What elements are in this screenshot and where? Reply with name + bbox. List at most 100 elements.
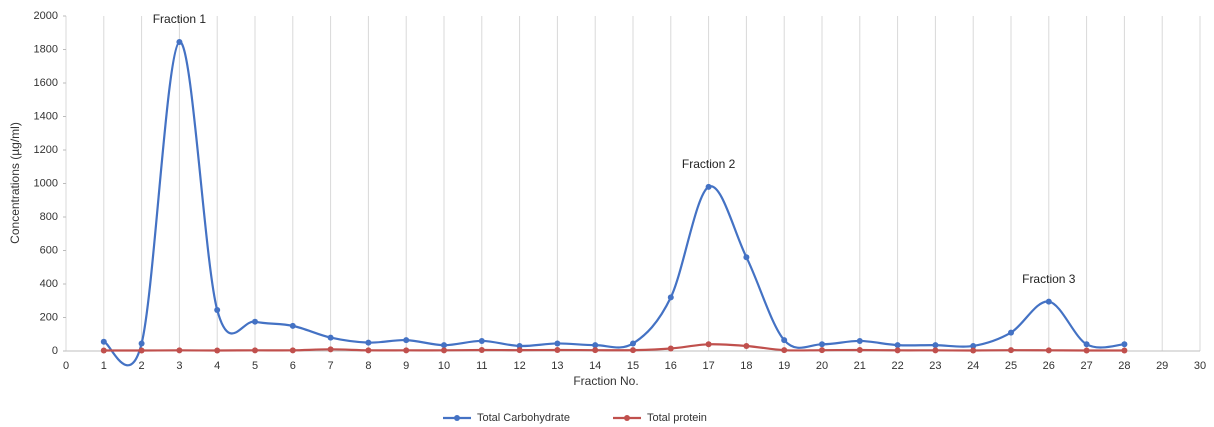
data-point xyxy=(176,347,183,354)
x-tick-label: 2 xyxy=(139,360,145,372)
legend-label: Total Carbohydrate xyxy=(477,412,570,424)
x-tick-label: 12 xyxy=(513,360,525,372)
x-tick-label: 17 xyxy=(702,360,714,372)
data-point xyxy=(743,254,750,261)
data-point xyxy=(1045,347,1052,354)
data-point xyxy=(894,347,901,354)
data-point xyxy=(289,322,296,329)
annotation: Fraction 2 xyxy=(682,157,736,171)
y-tick-label: 600 xyxy=(40,244,58,256)
data-point xyxy=(743,342,750,349)
data-point xyxy=(403,347,410,354)
data-point xyxy=(630,340,636,347)
series-line xyxy=(103,40,1125,367)
data-point xyxy=(592,342,599,349)
y-tick-label: 1200 xyxy=(34,144,58,156)
x-tick-label: 19 xyxy=(778,360,790,372)
x-tick-label: 30 xyxy=(1194,360,1206,372)
data-point xyxy=(932,347,939,354)
legend-marker xyxy=(454,415,460,421)
data-point xyxy=(1045,298,1052,305)
series-line xyxy=(103,343,1125,352)
data-point xyxy=(289,347,296,354)
data-point xyxy=(856,337,863,344)
data-point xyxy=(252,347,258,354)
data-point xyxy=(781,347,788,354)
data-point xyxy=(138,340,145,347)
data-point xyxy=(327,334,334,341)
data-point xyxy=(1083,347,1090,354)
data-point xyxy=(1008,329,1014,336)
data-point xyxy=(1083,341,1090,348)
x-tick-label: 22 xyxy=(891,360,903,372)
data-point xyxy=(970,342,977,349)
data-point xyxy=(592,347,599,354)
data-point xyxy=(214,347,221,354)
x-tick-label: 16 xyxy=(665,360,677,372)
x-axis-title: Fraction No. xyxy=(573,374,638,388)
x-tick-label: 23 xyxy=(929,360,941,372)
y-tick-label: 1800 xyxy=(34,43,58,55)
data-point xyxy=(894,342,901,349)
data-point xyxy=(1121,347,1128,354)
data-point xyxy=(819,341,825,348)
x-tick-label: 5 xyxy=(252,360,258,372)
x-tick-label: 14 xyxy=(589,360,601,372)
x-tick-label: 18 xyxy=(740,360,752,372)
data-point xyxy=(365,339,372,346)
x-tick-label: 24 xyxy=(967,360,979,372)
y-tick-label: 0 xyxy=(52,345,58,357)
data-point xyxy=(441,347,447,354)
x-tick-label: 1 xyxy=(101,360,107,372)
x-tick-label: 28 xyxy=(1118,360,1130,372)
x-tick-label: 20 xyxy=(816,360,828,372)
x-tick-label: 29 xyxy=(1156,360,1168,372)
data-point xyxy=(781,337,788,344)
data-point xyxy=(327,346,334,353)
data-point xyxy=(932,342,939,349)
data-point xyxy=(100,338,107,345)
y-tick-label: 800 xyxy=(40,211,58,223)
x-tick-label: 21 xyxy=(854,360,866,372)
data-point xyxy=(667,345,674,352)
x-tick-label: 26 xyxy=(1043,360,1055,372)
x-tick-label: 25 xyxy=(1005,360,1017,372)
x-tick-label: 27 xyxy=(1080,360,1092,372)
annotation: Fraction 1 xyxy=(153,12,207,26)
x-tick-label: 0 xyxy=(63,360,69,372)
y-tick-label: 1600 xyxy=(34,77,58,89)
x-tick-label: 3 xyxy=(176,360,182,372)
y-tick-label: 1400 xyxy=(34,110,58,122)
x-tick-label: 10 xyxy=(438,360,450,372)
y-tick-label: 400 xyxy=(40,278,58,290)
y-tick-label: 200 xyxy=(40,311,58,323)
data-point xyxy=(554,340,561,347)
data-point xyxy=(478,346,485,353)
y-axis-title: Concentrations (µg/ml) xyxy=(8,122,22,244)
data-point xyxy=(856,346,863,353)
data-point xyxy=(705,341,712,348)
x-tick-label: 15 xyxy=(627,360,639,372)
data-point xyxy=(403,337,410,344)
data-point xyxy=(554,346,561,353)
data-point xyxy=(100,347,107,354)
x-tick-label: 8 xyxy=(365,360,371,372)
x-tick-label: 7 xyxy=(328,360,334,372)
data-point xyxy=(630,347,636,354)
x-tick-label: 6 xyxy=(290,360,296,372)
legend-marker xyxy=(624,415,630,421)
data-point xyxy=(138,347,145,354)
data-point xyxy=(1121,341,1128,348)
data-point xyxy=(705,183,712,190)
y-tick-label: 1000 xyxy=(34,177,58,189)
annotation: Fraction 3 xyxy=(1022,272,1076,286)
data-point xyxy=(819,347,825,354)
data-point xyxy=(441,342,447,349)
data-point xyxy=(176,38,183,45)
y-tick-label: 2000 xyxy=(34,10,58,22)
legend-label: Total protein xyxy=(647,412,707,424)
data-point xyxy=(214,306,221,313)
data-point xyxy=(516,342,523,349)
